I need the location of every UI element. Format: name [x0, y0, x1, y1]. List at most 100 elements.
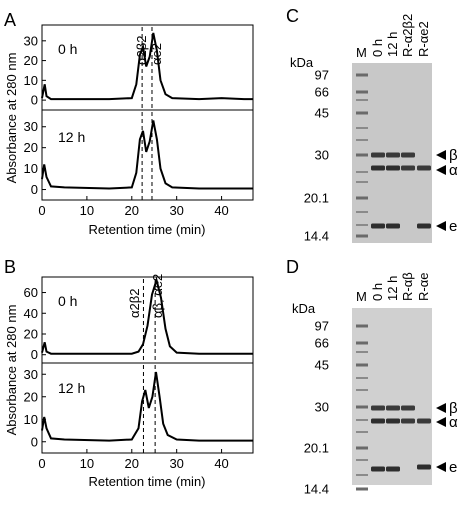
y-tick-label: 30 — [24, 119, 38, 134]
protein-band — [386, 223, 400, 229]
kda-label-c: kDa — [290, 55, 314, 70]
marker-band — [356, 377, 368, 379]
series-line — [41, 120, 253, 190]
arrowhead-icon — [436, 462, 446, 472]
ylabel-a: Absorbance at 280 nm — [4, 53, 19, 184]
time-label: 0 h — [58, 41, 77, 57]
protein-band — [371, 165, 385, 171]
ylabel-b: Absorbance at 280 nm — [4, 305, 19, 436]
marker-band — [356, 181, 368, 183]
y-tick-label: 0 — [31, 182, 38, 197]
x-ticks-a: 0 10 20 30 40 — [38, 196, 229, 218]
panel-letter-a: A — [4, 10, 16, 30]
protein-band — [386, 405, 400, 411]
marker-band — [356, 99, 368, 101]
protein-band — [371, 152, 385, 158]
y-tick-label: 20 — [24, 140, 38, 155]
marker-weight-label: 20.1 — [304, 441, 329, 456]
x-tick-label: 40 — [214, 203, 228, 218]
chart-b-bottom: 0 10 20 30 12 h — [24, 362, 254, 454]
marker-weight-label: 14.4 — [304, 482, 329, 497]
marker-band — [356, 459, 368, 461]
time-label: 0 h — [58, 293, 77, 309]
protein-band — [417, 223, 431, 229]
protein-band — [371, 405, 385, 411]
protein-band — [371, 223, 385, 229]
band-label: β — [449, 147, 458, 164]
marker-weight-label: 66 — [315, 85, 329, 100]
y-ticks: 0 10 20 30 — [24, 367, 46, 449]
marker-weight-label: 97 — [315, 319, 329, 334]
protein-band — [386, 165, 400, 171]
marker-band — [356, 90, 368, 94]
y-tick-label: 30 — [24, 33, 38, 48]
marker-band — [356, 389, 368, 391]
x-tick-label: 30 — [169, 456, 183, 471]
band-label: α — [449, 162, 458, 179]
arrowhead-icon — [436, 165, 446, 175]
x-tick-label: 0 — [38, 456, 45, 471]
marker-band — [356, 127, 368, 129]
x-tick-label: 10 — [80, 456, 94, 471]
time-label: 12 h — [58, 129, 85, 145]
protein-band — [401, 418, 415, 424]
lane-label: R-α2β2 — [400, 14, 415, 57]
marker-band — [356, 224, 368, 226]
series-line — [41, 32, 253, 101]
marker-band — [356, 211, 368, 213]
y-tick-label: 60 — [24, 285, 38, 300]
lane-label: R-αe — [416, 273, 431, 301]
arrowhead-icon — [436, 403, 446, 413]
marker-band — [356, 431, 368, 433]
xlabel-b: Retention time (min) — [88, 474, 205, 489]
chart-a-bottom: 0 10 20 30 12 h — [24, 109, 254, 201]
lane-label: 12 h — [385, 276, 400, 301]
marker-band — [356, 446, 368, 450]
x-tick-label: 10 — [80, 203, 94, 218]
protein-band — [386, 466, 400, 472]
protein-band — [417, 418, 431, 424]
y-tick-label: 0 — [31, 347, 38, 362]
x-ticks-b: 0 10 20 30 40 — [38, 449, 229, 471]
panel-letter-d: D — [286, 257, 299, 277]
marker-weight-label: 30 — [315, 148, 329, 163]
protein-band — [401, 165, 415, 171]
marker-band — [356, 324, 368, 328]
marker-band — [356, 171, 368, 173]
y-ticks: 0 20 40 60 — [24, 285, 46, 362]
protein-band — [386, 418, 400, 424]
x-tick-label: 40 — [214, 456, 228, 471]
time-label: 12 h — [58, 380, 85, 396]
lane-label: R-αβ — [400, 272, 415, 301]
y-tick-label: 30 — [24, 367, 38, 382]
protein-band — [417, 464, 431, 470]
marker-weight-label: 45 — [315, 358, 329, 373]
marker-band — [356, 153, 368, 157]
marker-band — [356, 351, 368, 353]
x-tick-label: 0 — [38, 203, 45, 218]
y-tick-label: 10 — [24, 73, 38, 88]
band-label: β — [449, 400, 458, 417]
marker-band — [356, 73, 368, 77]
band-label: e — [449, 218, 457, 235]
series-line — [41, 276, 253, 355]
marker-band — [356, 196, 368, 200]
panel-letter-c: C — [286, 6, 299, 26]
y-tick-label: 20 — [24, 389, 38, 404]
protein-band — [386, 152, 400, 158]
y-tick-label: 0 — [31, 93, 38, 108]
y-tick-label: 20 — [24, 326, 38, 341]
protein-band — [371, 418, 385, 424]
protein-band — [401, 152, 415, 158]
marker-weight-label: 66 — [315, 336, 329, 351]
gel-background — [352, 308, 432, 485]
lane-label: M — [356, 45, 367, 60]
plot-frame — [41, 362, 254, 454]
plot-frame — [41, 109, 254, 201]
marker-weight-label: 30 — [315, 400, 329, 415]
x-tick-label: 20 — [125, 203, 139, 218]
protein-band — [401, 405, 415, 411]
